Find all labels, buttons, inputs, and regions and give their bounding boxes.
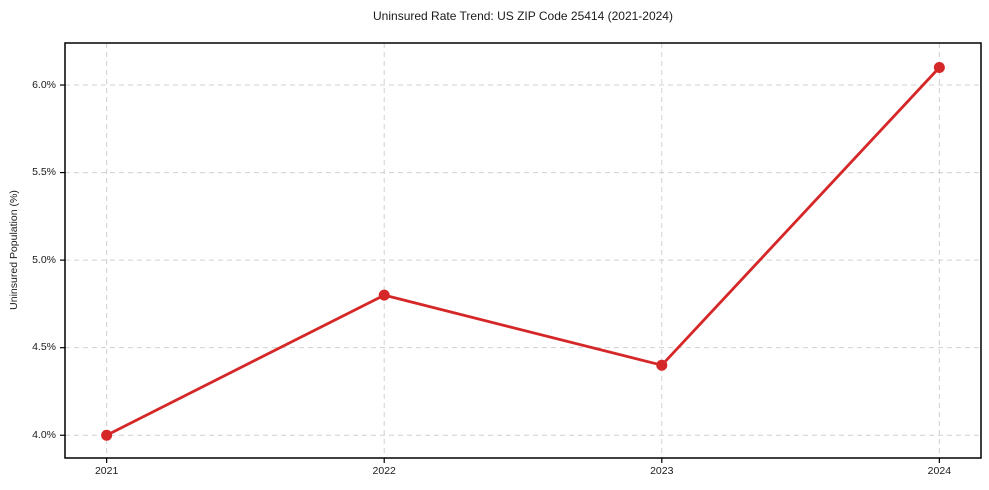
x-tick-label: 2021	[94, 465, 119, 477]
data-point-marker	[933, 62, 945, 74]
data-line	[105, 66, 941, 437]
x-tick-label: 2022	[372, 465, 396, 477]
data-point-marker	[378, 289, 390, 301]
y-tick-label: 4.5%	[32, 341, 56, 354]
data-point-marker	[656, 359, 668, 371]
y-tick-label: 5.5%	[32, 166, 56, 179]
y-tick-label: 4.0%	[32, 428, 56, 441]
x-tick-label: 2024	[927, 465, 952, 477]
data-point-marker	[101, 429, 113, 441]
y-tick-label: 6.0%	[32, 78, 56, 91]
plot-frame	[64, 42, 982, 459]
chart-title: Uninsured Rate Trend: US ZIP Code 25414 …	[373, 9, 673, 23]
x-tick-label: 2023	[650, 465, 674, 477]
y-tick-label: 5.0%	[32, 253, 56, 266]
